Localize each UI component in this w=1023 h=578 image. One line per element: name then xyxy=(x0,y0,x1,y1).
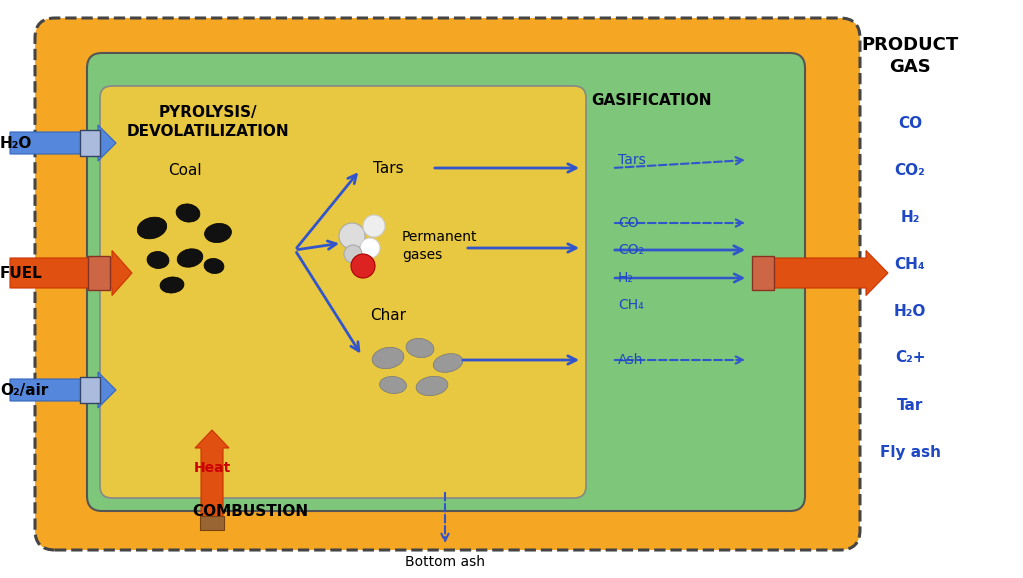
Bar xyxy=(80,130,100,156)
Text: CO₂: CO₂ xyxy=(618,243,644,257)
Ellipse shape xyxy=(176,204,199,222)
Text: CO: CO xyxy=(618,216,638,230)
Ellipse shape xyxy=(205,224,231,243)
Text: CO: CO xyxy=(898,116,922,131)
Ellipse shape xyxy=(177,249,203,267)
Text: Bottom ash: Bottom ash xyxy=(405,555,485,569)
FancyBboxPatch shape xyxy=(100,86,586,498)
Bar xyxy=(752,256,774,290)
Bar xyxy=(201,516,224,530)
FancyArrow shape xyxy=(195,430,229,520)
Text: Tars: Tars xyxy=(618,153,646,167)
FancyBboxPatch shape xyxy=(35,18,860,550)
FancyArrow shape xyxy=(10,372,116,408)
Text: CO₂: CO₂ xyxy=(895,162,926,177)
Text: Tar: Tar xyxy=(897,398,923,413)
Circle shape xyxy=(363,215,385,237)
Text: FUEL: FUEL xyxy=(0,265,43,280)
Ellipse shape xyxy=(406,338,434,358)
Text: H₂: H₂ xyxy=(618,271,634,285)
Text: H₂: H₂ xyxy=(900,209,920,224)
Text: GASIFICATION: GASIFICATION xyxy=(591,92,712,108)
FancyArrow shape xyxy=(10,250,132,295)
Ellipse shape xyxy=(372,347,404,369)
Text: COMBUSTION: COMBUSTION xyxy=(192,503,308,518)
Ellipse shape xyxy=(416,376,448,396)
Text: Permanent
gases: Permanent gases xyxy=(402,231,478,262)
Text: CH₄: CH₄ xyxy=(895,257,926,272)
Text: Char: Char xyxy=(370,309,406,324)
Text: Coal: Coal xyxy=(168,162,202,177)
Ellipse shape xyxy=(160,277,184,293)
Ellipse shape xyxy=(433,354,462,372)
Text: C₂+: C₂+ xyxy=(895,350,925,365)
FancyArrow shape xyxy=(10,125,116,161)
Text: Heat: Heat xyxy=(193,461,230,475)
Ellipse shape xyxy=(147,251,169,269)
FancyBboxPatch shape xyxy=(87,53,805,511)
Ellipse shape xyxy=(380,376,406,394)
Circle shape xyxy=(351,254,375,278)
Text: H₂O: H₂O xyxy=(0,135,33,150)
Circle shape xyxy=(339,223,365,249)
Text: PRODUCT
GAS: PRODUCT GAS xyxy=(861,36,959,76)
Text: Tars: Tars xyxy=(372,161,403,176)
Text: PYROLYSIS/
DEVOLATILIZATION: PYROLYSIS/ DEVOLATILIZATION xyxy=(127,105,290,139)
Text: Ash: Ash xyxy=(618,353,643,367)
Circle shape xyxy=(344,245,362,263)
Text: H₂O: H₂O xyxy=(894,303,926,318)
Bar xyxy=(88,256,110,290)
Text: CH₄: CH₄ xyxy=(618,298,643,312)
Ellipse shape xyxy=(204,258,224,273)
Text: Fly ash: Fly ash xyxy=(880,444,940,460)
Text: O₂/air: O₂/air xyxy=(0,383,48,398)
FancyArrow shape xyxy=(758,250,888,295)
Circle shape xyxy=(360,238,380,258)
Ellipse shape xyxy=(137,217,167,239)
Bar xyxy=(80,377,100,403)
